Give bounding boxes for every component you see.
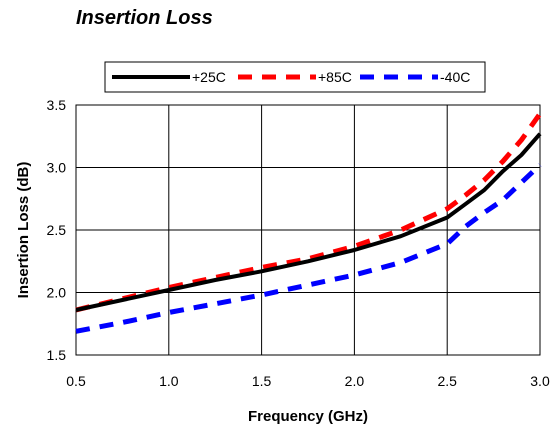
y-tick-label: 2.5 [47,222,67,238]
x-tick-label: 2.0 [345,373,365,389]
y-tick-label: 1.5 [47,347,67,363]
x-axis-title: Frequency (GHz) [248,408,368,425]
legend-label-3: -40C [440,69,470,85]
chart-title: Insertion Loss [76,7,213,29]
x-tick-label: 0.5 [66,373,86,389]
series-line-2 [75,112,543,313]
x-tick-label: 1.5 [252,373,272,389]
series-line-3 [75,163,542,334]
y-tick-label: 2.0 [47,285,67,301]
y-tick-label: 3.0 [47,160,67,176]
series-line-1 [75,132,542,312]
legend-label-1: +25C [192,69,226,85]
legend: +25C +85C -40C [104,61,486,93]
legend-label-2: +85C [318,69,352,85]
y-tick-label: 3.5 [47,97,67,113]
x-tick-label: 3.0 [530,373,550,389]
y-axis-title: Insertion Loss (dB) [15,162,32,299]
x-tick-label: 2.5 [437,373,457,389]
x-tick-label: 1.0 [159,373,179,389]
